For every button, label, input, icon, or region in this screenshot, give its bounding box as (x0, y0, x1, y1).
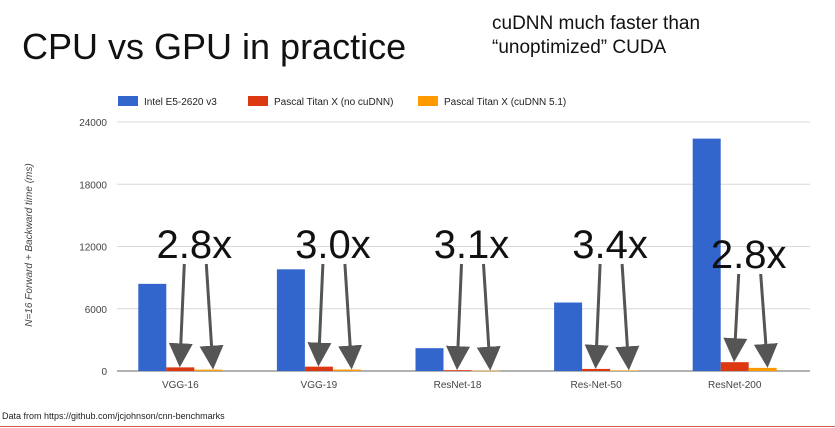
y-axis-ticks: 0 6000 12000 18000 24000 (79, 118, 107, 378)
x-tick-label: Res-Net-50 (571, 380, 623, 391)
bar (166, 367, 195, 371)
bar (304, 366, 333, 371)
speedup-label: 3.4x (572, 223, 648, 267)
bar (610, 370, 639, 371)
speedup-label: 2.8x (156, 223, 232, 267)
speedup-arrow (476, 263, 501, 371)
speedup-arrow (307, 263, 332, 367)
speedup-arrow (584, 263, 609, 369)
speedup-arrow (446, 263, 470, 371)
x-axis-ticks: VGG-16 VGG-19 ResNet-18 Res-Net-50 ResNet-20… (162, 380, 762, 391)
bar (194, 369, 223, 371)
y-tick-label: 6000 (85, 305, 108, 316)
bar (692, 138, 721, 371)
speedup-label: 2.8x (711, 233, 787, 277)
speedup-annotations: 2.8x 3.0x 3.1x 3.4x 2.8x (156, 223, 787, 371)
bar (582, 368, 611, 371)
x-tick-label: ResNet-200 (708, 380, 762, 391)
bar (276, 269, 305, 371)
speedup-arrow (615, 263, 640, 371)
x-tick-label: VGG-19 (301, 380, 338, 391)
chart-legend: Intel E5-2620 v3 Pascal Titan X (no cuDNN… (118, 96, 566, 108)
slide-subtitle: cuDNN much faster than “unoptimized” CUD… (492, 12, 700, 60)
speedup-label: 3.1x (434, 223, 510, 267)
legend-swatch (418, 96, 438, 106)
subtitle-line-1: cuDNN much faster than (492, 13, 701, 34)
legend-swatch (118, 96, 138, 106)
legend-label: Pascal Titan X (cuDNN 5.1) (444, 97, 566, 108)
bar (471, 370, 500, 372)
legend-swatch (248, 96, 268, 106)
bar (554, 302, 583, 371)
bar (720, 362, 749, 371)
y-tick-label: 18000 (79, 180, 107, 191)
y-tick-label: 12000 (79, 243, 107, 254)
legend-label: Pascal Titan X (no cuDNN) (274, 97, 394, 108)
chart-bars (138, 138, 777, 372)
y-tick-label: 24000 (79, 118, 107, 129)
subtitle-line-2: “unoptimized” CUDA (492, 37, 667, 58)
speedup-arrow (199, 263, 224, 370)
bar (138, 283, 167, 371)
legend-label: Intel E5-2620 v3 (144, 97, 217, 108)
speedup-label: 3.0x (295, 223, 371, 267)
x-tick-label: ResNet-18 (434, 380, 482, 391)
slide-title: CPU vs GPU in practice (22, 26, 407, 67)
y-tick-label: 0 (101, 367, 107, 378)
bar (443, 370, 472, 371)
x-tick-label: VGG-16 (162, 380, 199, 391)
speedup-arrow (168, 263, 193, 368)
bar (748, 367, 777, 371)
bar (415, 348, 444, 371)
y-axis-label: N=16 Forward + Backward time (ms) (24, 163, 35, 326)
bottom-divider (0, 426, 835, 427)
speedup-arrow (723, 273, 748, 363)
bar (332, 369, 361, 371)
data-source-footnote: Data from https://github.com/jcjohnson/c… (2, 411, 225, 421)
speedup-arrow (753, 273, 778, 368)
speedup-arrow (338, 263, 363, 370)
